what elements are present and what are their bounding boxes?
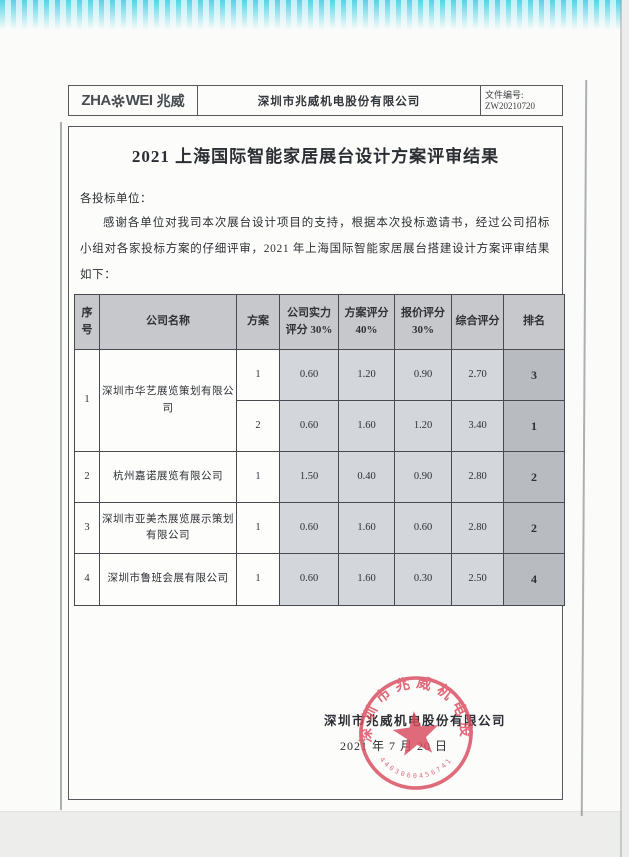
gear-icon xyxy=(111,93,125,108)
col-header-plan: 方案 xyxy=(236,294,280,350)
table-row: 2 杭州嘉诺展览有限公司 1 1.50 0.40 0.90 2.80 2 xyxy=(74,451,565,503)
cell-plan: 1 xyxy=(236,502,280,554)
cell-total-score: 2.50 xyxy=(451,553,504,606)
cell-total-score: 2.80 xyxy=(451,502,504,554)
signature-date: 2021 年 7 月 20 日 xyxy=(339,739,448,753)
col-header-seq: 序号 xyxy=(74,294,100,350)
table-header-row: 序号 公司名称 方案 公司实力评分 30% 方案评分 40% 报价评分 30% … xyxy=(74,294,565,350)
page-fold-line-left xyxy=(60,122,62,810)
logo-text-wei: WEI xyxy=(125,92,153,109)
scan-edge-line xyxy=(620,0,622,857)
intro-paragraph: 感谢各单位对我司本次展台设计项目的支持，根据本次投标邀请书，经过公司招标小组对各… xyxy=(80,217,550,281)
company-logo: ZHA WEI 兆威 xyxy=(69,86,198,115)
cell-quote-score: 0.90 xyxy=(394,349,452,401)
letterhead-company-name: 深圳市兆威机电股份有限公司 xyxy=(198,86,481,115)
cell-strength-score: 1.50 xyxy=(279,451,339,503)
cell-seq: 4 xyxy=(74,553,100,606)
table-row: 1 深圳市华艺展览策划有限公司 1 0.60 1.20 0.90 2.70 3 xyxy=(74,349,565,452)
cell-company: 深圳市华艺展览策划有限公司 xyxy=(99,349,237,452)
cell-total-score: 2.80 xyxy=(451,451,504,503)
cell-seq: 1 xyxy=(74,349,100,452)
col-header-company: 公司名称 xyxy=(99,294,237,350)
cell-strength-score: 0.60 xyxy=(279,400,339,452)
cell-seq: 3 xyxy=(74,502,100,554)
cell-plan-score: 1.20 xyxy=(338,349,395,401)
cell-plan-score: 1.60 xyxy=(338,400,395,452)
cell-quote-score: 1.20 xyxy=(394,400,452,452)
cell-seq: 2 xyxy=(74,451,100,503)
cell-company: 杭州嘉诺展览有限公司 xyxy=(99,451,237,503)
scan-artifact-bottom-band xyxy=(0,811,629,857)
table-row: 2 0.60 1.60 1.20 3.40 1 xyxy=(75,400,565,452)
cell-strength-score: 0.60 xyxy=(279,553,339,606)
company-seal-stamp: 深圳市兆威机电股份有限公司 4403060456741 xyxy=(339,656,476,790)
col-header-rank: 排名 xyxy=(503,294,565,350)
logo-text-zha: ZHA xyxy=(81,92,111,109)
letterhead: ZHA WEI 兆威 深圳市兆威机电股份有限公司 文件编号: ZW2021072… xyxy=(68,85,563,116)
salutation-line: 各投标单位： xyxy=(80,193,152,205)
cell-rank: 2 xyxy=(503,502,565,554)
cell-plan-score: 0.40 xyxy=(338,451,395,503)
cell-rank: 1 xyxy=(503,400,565,452)
document-content-box: 2021 上海国际智能家居展台设计方案评审结果 各投标单位： 感谢各单位对我司本… xyxy=(68,126,565,800)
cell-rank: 2 xyxy=(503,451,565,503)
cell-rank: 4 xyxy=(503,553,565,606)
logo-text-cn: 兆威 xyxy=(156,94,185,110)
signature-company-name: 深圳市兆威机电股份有限公司 xyxy=(323,714,506,728)
col-header-total-score: 综合评分 xyxy=(451,294,504,350)
cell-total-score: 3.40 xyxy=(451,400,504,452)
document-number-box: 文件编号: ZW20210720 xyxy=(481,86,562,115)
col-header-quote-score: 报价评分 30% xyxy=(394,294,452,350)
col-header-strength-score: 公司实力评分 30% xyxy=(279,294,339,350)
cell-quote-score: 0.90 xyxy=(394,451,452,503)
cell-plan-score: 1.60 xyxy=(338,502,395,554)
cell-quote-score: 0.60 xyxy=(394,502,452,554)
cell-strength-score: 0.60 xyxy=(279,349,339,401)
cell-plan: 1 xyxy=(236,451,280,503)
cell-plan: 2 xyxy=(236,400,280,452)
document-number-value: ZW20210720 xyxy=(485,100,535,111)
scan-edge-tint xyxy=(622,0,629,857)
cell-plan: 1 xyxy=(236,553,280,606)
evaluation-results-table: 序号 公司名称 方案 公司实力评分 30% 方案评分 40% 报价评分 30% … xyxy=(74,294,565,606)
page-fold-line-right xyxy=(580,80,588,816)
document-number-label: 文件编号: xyxy=(485,89,524,100)
col-header-plan-score: 方案评分 40% xyxy=(338,294,395,350)
scan-artifact-top-gradient xyxy=(0,0,629,30)
logo-wordmark: ZHA WEI xyxy=(81,92,153,109)
cell-strength-score: 0.60 xyxy=(279,502,339,554)
cell-company: 深圳市亚美杰展览展示策划有限公司 xyxy=(99,502,237,554)
cell-plan: 1 xyxy=(236,349,280,401)
table-row: 4 深圳市鲁班会展有限公司 1 0.60 1.60 0.30 2.50 4 xyxy=(74,553,565,606)
cell-total-score: 2.70 xyxy=(451,349,504,401)
document-title: 2021 上海国际智能家居展台设计方案评审结果 xyxy=(131,147,500,166)
cell-plan-score: 1.60 xyxy=(338,553,395,606)
cell-company: 深圳市鲁班会展有限公司 xyxy=(99,553,237,606)
cell-rank: 3 xyxy=(503,349,565,401)
cell-quote-score: 0.30 xyxy=(394,553,452,606)
table-row: 3 深圳市亚美杰展览展示策划有限公司 1 0.60 1.60 0.60 2.80… xyxy=(74,502,565,554)
